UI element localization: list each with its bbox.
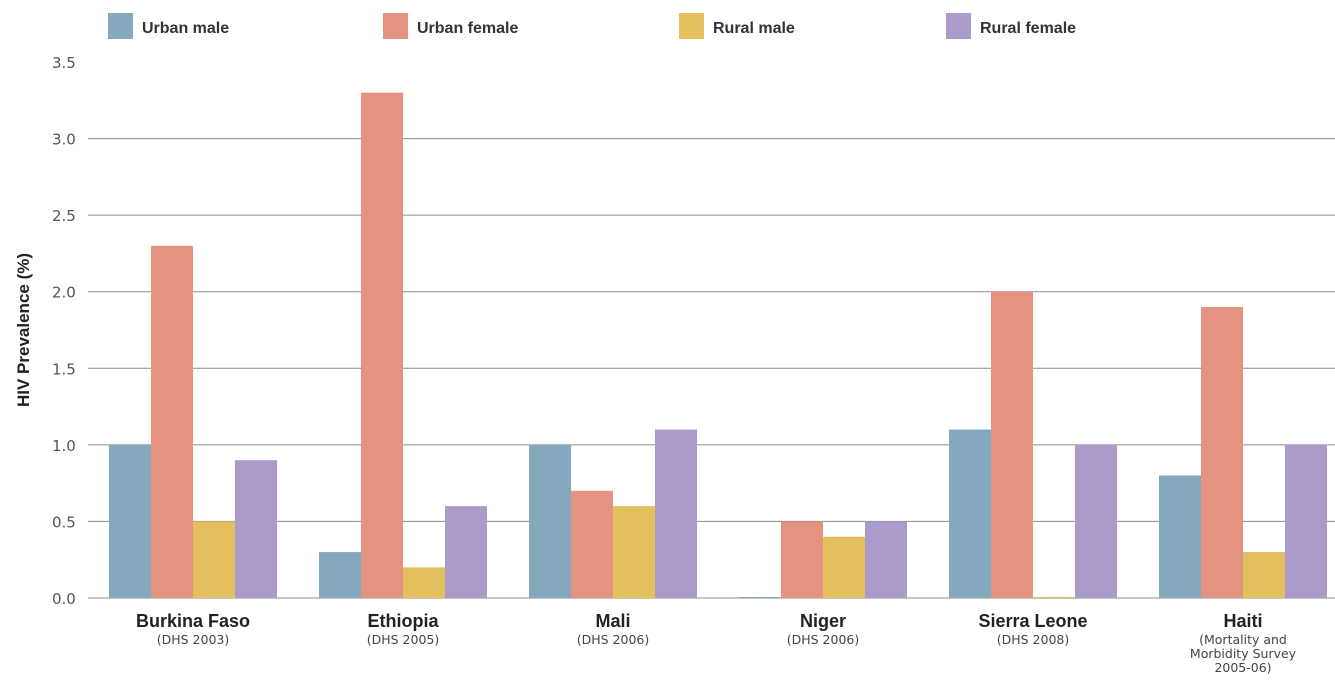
- bar-urban-female: [151, 245, 193, 598]
- bar-rural-male: [1243, 552, 1285, 598]
- bar-urban-male: [319, 552, 361, 598]
- bar-group: [1159, 307, 1327, 598]
- x-category-label: Ethiopia: [368, 611, 440, 631]
- legend-swatch: [679, 13, 704, 39]
- x-category-label: Haiti: [1223, 611, 1262, 631]
- x-category-sublabel: (DHS 2003): [157, 632, 230, 647]
- legend-item: Urban female: [383, 13, 518, 39]
- bar-rural-female: [655, 429, 697, 598]
- y-tick-label: 0.5: [52, 513, 76, 531]
- legend-swatch: [946, 13, 971, 39]
- x-category-sublabel: (Mortality and: [1199, 632, 1287, 647]
- bar-urban-female: [991, 291, 1033, 598]
- bars: [109, 92, 1327, 598]
- bar-urban-female: [781, 521, 823, 598]
- bar-urban-male: [739, 597, 781, 598]
- legend-label: Rural male: [713, 20, 795, 37]
- bar-rural-female: [865, 521, 907, 598]
- x-category-label: Niger: [800, 611, 846, 631]
- bar-urban-male: [949, 429, 991, 598]
- x-category-sublabel: (DHS 2006): [577, 632, 650, 647]
- bar-rural-male: [193, 521, 235, 598]
- y-tick-label: 2.0: [52, 284, 76, 302]
- legend-item: Urban male: [108, 13, 229, 39]
- bar-urban-female: [361, 92, 403, 598]
- bar-rural-male: [403, 567, 445, 598]
- bar-group: [529, 429, 697, 598]
- x-category-label: Sierra Leone: [978, 611, 1087, 631]
- x-category-label: Burkina Faso: [136, 611, 250, 631]
- gridlines: [88, 138, 1335, 599]
- legend-item: Rural female: [946, 13, 1076, 39]
- x-category-sublabel: (DHS 2005): [367, 632, 440, 647]
- bar-rural-female: [235, 460, 277, 598]
- legend-label: Urban female: [417, 20, 518, 37]
- bar-group: [319, 92, 487, 598]
- bar-rural-female: [1285, 444, 1327, 598]
- x-category-sublabel: 2005-06): [1214, 660, 1271, 675]
- y-tick-label: 1.0: [52, 437, 76, 455]
- x-axis-labels: Burkina Faso(DHS 2003) Ethiopia(DHS 2005)…: [136, 611, 1297, 675]
- bar-rural-male: [613, 506, 655, 598]
- x-category-sublabel: Morbidity Survey: [1190, 646, 1297, 661]
- y-tick-label: 3.5: [52, 54, 76, 72]
- x-category-sublabel: (DHS 2008): [997, 632, 1070, 647]
- legend-label: Rural female: [980, 20, 1076, 37]
- bar-group: [949, 291, 1117, 598]
- legend-swatch: [383, 13, 408, 39]
- bar-rural-female: [1075, 444, 1117, 598]
- bar-urban-female: [1201, 307, 1243, 598]
- bar-urban-male: [109, 444, 151, 598]
- bar-rural-male: [1033, 597, 1075, 598]
- legend-label: Urban male: [142, 20, 229, 37]
- bar-rural-male: [823, 536, 865, 598]
- legend-item: Rural male: [679, 13, 795, 39]
- legend: Urban male Urban female Rural male Rural fe…: [108, 13, 1076, 39]
- legend-swatch: [108, 13, 133, 39]
- x-category-sublabel: (DHS 2006): [787, 632, 860, 647]
- y-tick-label: 1.5: [52, 360, 76, 378]
- bar-group: [109, 245, 277, 598]
- x-category-label: Mali: [595, 611, 630, 631]
- bar-rural-female: [445, 506, 487, 598]
- bar-urban-male: [529, 444, 571, 598]
- y-axis-label: HIV Prevalence (%): [14, 253, 33, 407]
- bar-urban-female: [571, 490, 613, 598]
- y-axis-ticks: 0.0 0.5 1.0 1.5 2.0 2.5 3.0 3.5: [52, 54, 76, 608]
- y-tick-label: 3.0: [52, 131, 76, 149]
- bar-urban-male: [1159, 475, 1201, 598]
- bar-group: [739, 521, 907, 598]
- y-tick-label: 0.0: [52, 590, 76, 608]
- y-tick-label: 2.5: [52, 207, 76, 225]
